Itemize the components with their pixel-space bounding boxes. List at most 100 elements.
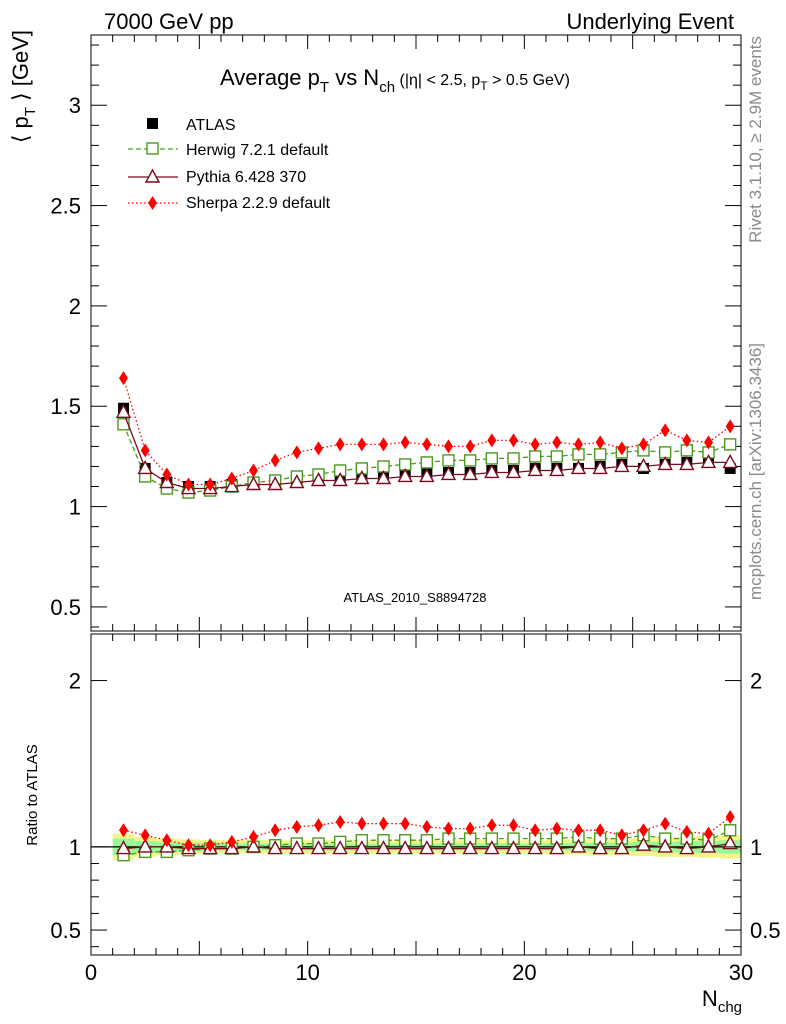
point-sherpa	[595, 435, 605, 450]
point-sherpa	[227, 834, 237, 849]
point-pythia	[635, 836, 652, 851]
header-left: 7000 GeV pp	[104, 9, 234, 34]
main-panel: 0.5 1 1.5 2 2.5 3 Average pT vs Nch (|η| < 2.…	[8, 30, 742, 632]
point-sherpa	[357, 437, 367, 452]
point-sherpa	[162, 467, 172, 482]
main-title: Average pT vs Nch (|η| < 2.5, pT > 0.5 G…	[220, 65, 570, 96]
point-pythia	[419, 840, 435, 855]
legend-marker-atlas	[147, 118, 158, 129]
ratio-frame	[90, 633, 742, 956]
point-pythia	[700, 838, 717, 853]
point-pythia	[484, 840, 500, 855]
ratio-panel: 0.5 0.51 12 20 10 20 30 Ratio to ATLAS Nchg	[24, 633, 781, 1016]
point-sherpa	[487, 433, 497, 448]
point-herwig	[723, 824, 737, 837]
x-tick-label: 0	[85, 960, 97, 985]
rivet-label: Rivet 3.1.10, ≥ 2.9M events	[746, 36, 765, 243]
point-sherpa	[227, 471, 237, 486]
point-sherpa	[357, 816, 367, 831]
point-sherpa	[639, 437, 648, 452]
point-sherpa	[552, 435, 562, 450]
point-sherpa	[292, 445, 302, 460]
point-pythia	[592, 840, 608, 855]
point-pythia	[440, 466, 457, 481]
point-pythia	[657, 455, 673, 471]
point-pythia	[137, 838, 153, 853]
point-pythia	[549, 461, 565, 477]
ratio-y-tick-label-right: 1	[750, 835, 762, 860]
point-pythia	[354, 840, 370, 855]
point-pythia	[267, 476, 283, 491]
point-herwig	[420, 456, 434, 469]
point-sherpa	[487, 818, 497, 833]
ratio-axis-ticks: 0.5 0.51 12 20 10 20 30	[50, 634, 781, 985]
point-sherpa	[704, 435, 713, 450]
point-pythia	[700, 453, 717, 469]
legend-marker-pythia	[144, 168, 161, 183]
point-sherpa	[704, 826, 713, 841]
point-sherpa	[314, 441, 323, 456]
legend-entry-pythia: Pythia 6.428 370	[128, 168, 306, 186]
y-tick-label: 3	[69, 93, 81, 118]
series-sherpa	[119, 371, 735, 492]
point-sherpa	[119, 823, 128, 838]
point-sherpa	[335, 814, 345, 829]
y-tick-label: 2	[69, 294, 81, 319]
point-pythia	[722, 835, 738, 850]
point-herwig	[550, 450, 564, 463]
point-pythia	[614, 840, 630, 855]
point-pythia	[505, 463, 522, 479]
point-herwig	[485, 452, 499, 465]
point-sherpa	[509, 818, 518, 833]
y-tick-label: 1.5	[50, 394, 81, 419]
point-pythia	[657, 838, 673, 853]
point-sherpa	[314, 818, 323, 833]
point-sherpa	[422, 437, 432, 452]
point-pythia	[159, 474, 175, 489]
series-pythia	[115, 403, 738, 495]
point-sherpa	[140, 828, 150, 843]
point-pythia	[592, 459, 608, 475]
x-tick-label: 20	[512, 960, 536, 985]
point-sherpa	[465, 439, 475, 454]
legend: ATLAS Herwig 7.2.1 default Pythia 6.428 …	[128, 117, 331, 212]
point-sherpa	[660, 816, 670, 831]
legend-entry-atlas: ATLAS	[147, 117, 236, 134]
point-pythia	[289, 474, 305, 489]
point-sherpa	[617, 441, 627, 456]
point-pythia	[267, 840, 283, 855]
point-sherpa	[379, 816, 388, 831]
point-sherpa	[509, 433, 518, 448]
point-pythia	[440, 840, 457, 855]
point-sherpa	[119, 371, 128, 386]
point-sherpa	[270, 823, 280, 838]
ratio-y-tick-label: 1	[69, 835, 81, 860]
point-herwig	[723, 438, 737, 451]
y-tick-label: 2.5	[50, 194, 81, 219]
point-pythia	[310, 840, 327, 855]
point-sherpa	[422, 819, 432, 834]
point-pythia	[679, 455, 695, 471]
point-sherpa	[444, 439, 453, 454]
legend-label-atlas: ATLAS	[186, 117, 236, 134]
point-herwig	[507, 452, 520, 465]
point-sherpa	[552, 821, 562, 836]
point-pythia	[354, 470, 370, 485]
y-tick-label: 0.5	[50, 595, 81, 620]
point-sherpa	[400, 435, 410, 450]
point-sherpa	[249, 829, 258, 844]
point-herwig	[442, 454, 455, 467]
point-sherpa	[140, 443, 150, 458]
point-pythia	[245, 476, 262, 491]
point-atlas	[724, 462, 736, 474]
point-pythia	[462, 466, 478, 481]
point-pythia	[614, 457, 630, 473]
point-sherpa	[184, 838, 193, 853]
point-sherpa	[335, 437, 345, 452]
point-pythia	[310, 472, 327, 487]
x-tick-label: 30	[729, 960, 753, 985]
legend-label-sherpa: Sherpa 2.2.9 default	[186, 195, 331, 212]
point-herwig	[463, 454, 477, 467]
point-pythia	[679, 840, 695, 855]
